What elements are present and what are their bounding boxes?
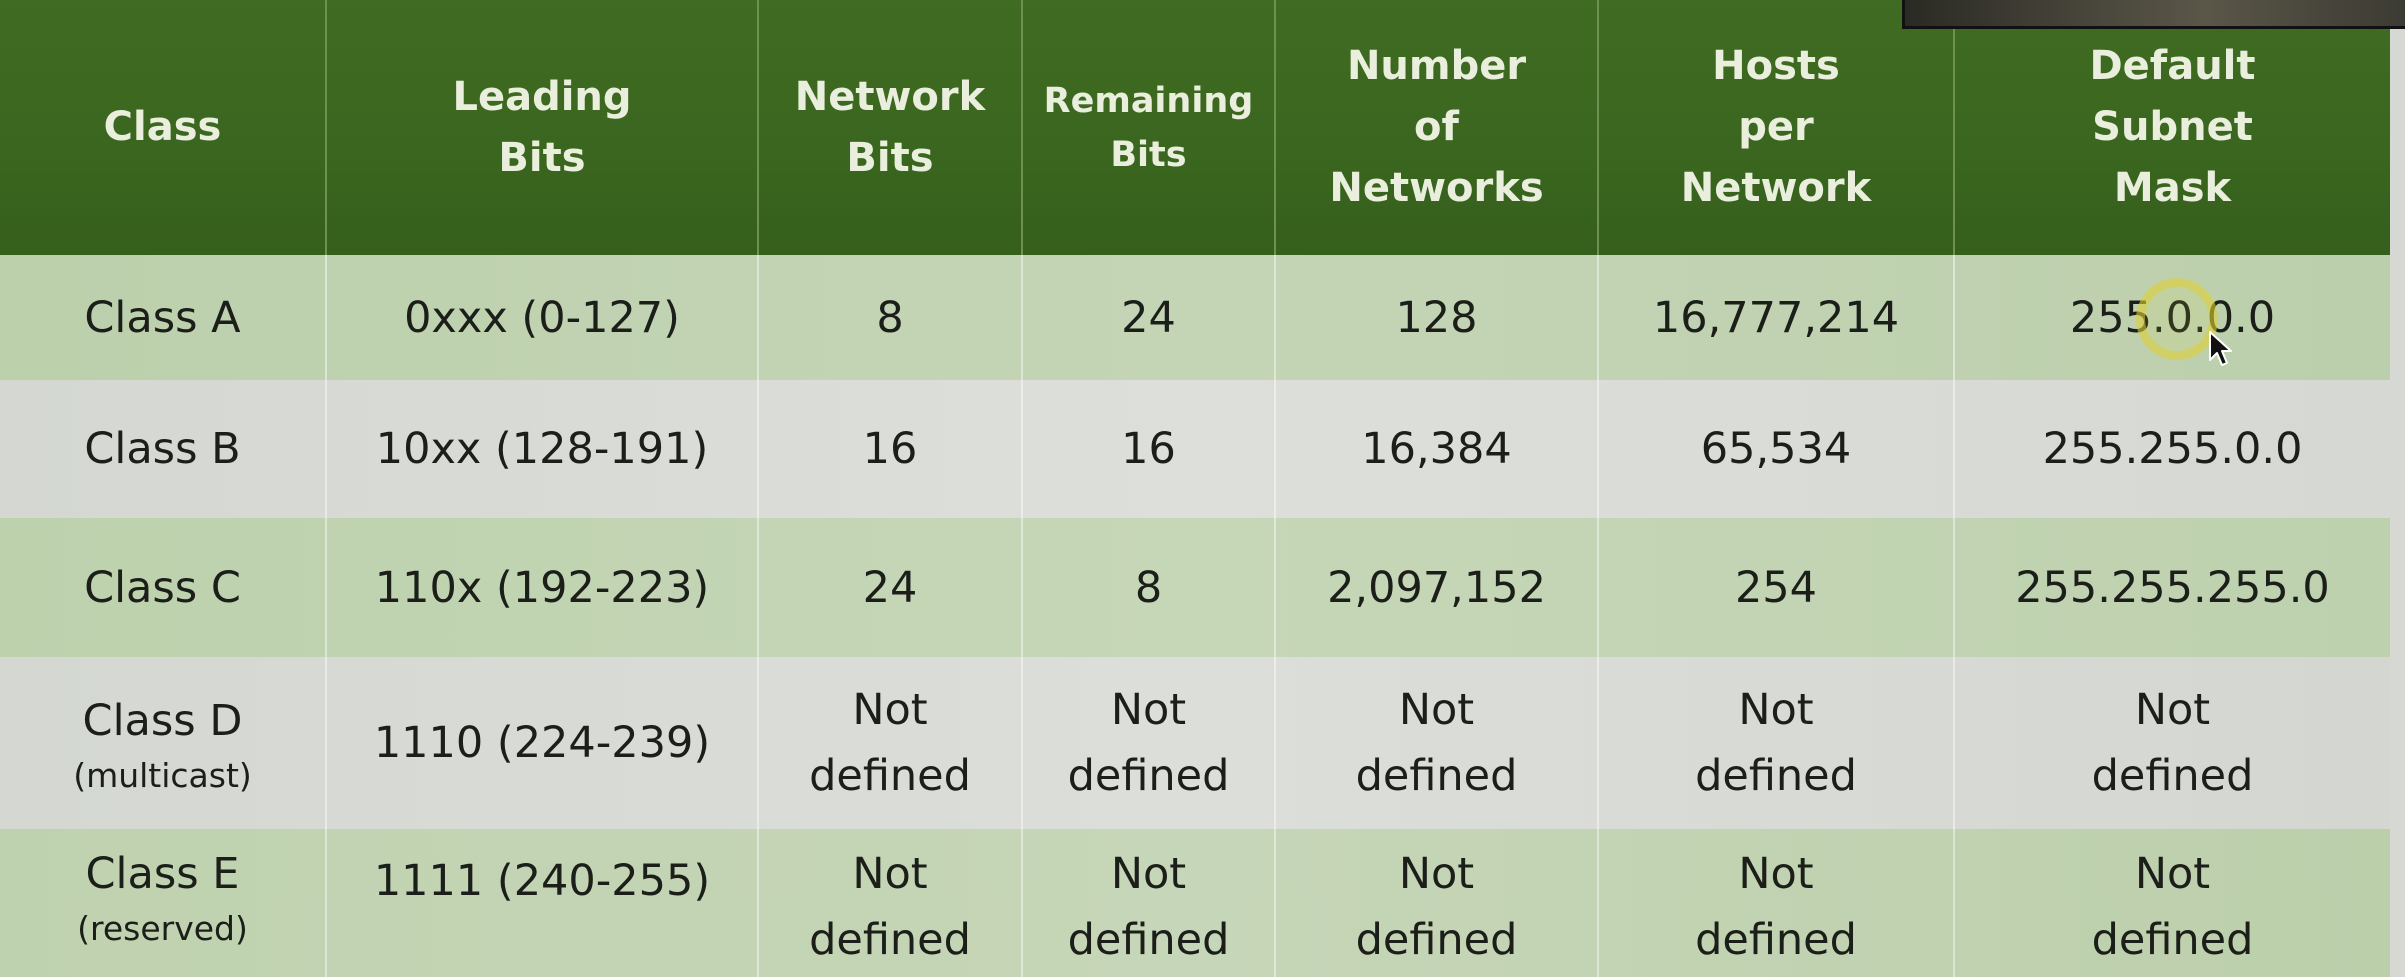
- network-bits: 24: [757, 518, 1022, 657]
- hosts-per-network: 254: [1597, 518, 1954, 657]
- default-subnet-mask: Not defined: [1953, 829, 2390, 977]
- number-of-networks: 128: [1274, 255, 1598, 380]
- header-remaining-bits: Remaining Bits: [1021, 0, 1275, 255]
- header-hosts-per-network: Hosts per Network: [1597, 0, 1954, 255]
- hosts-per-network: 65,534: [1597, 380, 1954, 518]
- header-default-subnet-mask: Default Subnet Mask: [1953, 0, 2390, 255]
- network-bits: 16: [757, 380, 1022, 518]
- header-number-of-networks: Number of Networks: [1274, 0, 1598, 255]
- class-name: Class D: [82, 696, 243, 746]
- header-leading-bits: Leading Bits: [325, 0, 758, 255]
- table-row: Class D (multicast) 1110 (224-239) Not d…: [0, 657, 2390, 829]
- class-name: Class B: [84, 424, 241, 474]
- default-subnet-mask: Not defined: [1953, 657, 2390, 829]
- remaining-bits: 24: [1021, 255, 1275, 380]
- table-row: Class E (reserved) 1111 (240-255) Not de…: [0, 829, 2390, 977]
- leading-bits: 1110 (224-239): [325, 657, 758, 829]
- table-row: Class A 0xxx (0-127) 8 24 128 16,777,214…: [0, 255, 2390, 380]
- network-bits: Not defined: [757, 657, 1022, 829]
- remaining-bits: Not defined: [1021, 657, 1275, 829]
- number-of-networks: 2,097,152: [1274, 518, 1598, 657]
- network-bits: Not defined: [757, 829, 1022, 977]
- network-bits: 8: [757, 255, 1022, 380]
- leading-bits: 0xxx (0-127): [325, 255, 758, 380]
- hosts-per-network: Not defined: [1597, 829, 1954, 977]
- default-subnet-mask: 255.255.255.0: [1953, 518, 2390, 657]
- hosts-per-network: Not defined: [1597, 657, 1954, 829]
- table-row: Class C 110x (192-223) 24 8 2,097,152 25…: [0, 518, 2390, 657]
- hosts-per-network: 16,777,214: [1597, 255, 1954, 380]
- cursor-highlight: [2136, 278, 2218, 360]
- class-name: Class C: [84, 562, 241, 613]
- table-header-row: Class Leading Bits Network Bits Remainin…: [0, 0, 2390, 255]
- header-network-bits: Network Bits: [757, 0, 1022, 255]
- number-of-networks: Not defined: [1274, 657, 1598, 829]
- remaining-bits: Not defined: [1021, 829, 1275, 977]
- remaining-bits: 8: [1021, 518, 1275, 657]
- webcam-overlay: [1902, 0, 2405, 29]
- class-cell: Class E (reserved): [0, 829, 326, 977]
- mouse-pointer-icon: [2209, 331, 2232, 366]
- header-class: Class: [0, 0, 326, 255]
- class-note: (multicast): [73, 756, 252, 795]
- table-row: Class B 10xx (128-191) 16 16 16,384 65,5…: [0, 380, 2390, 518]
- leading-bits: 110x (192-223): [325, 518, 758, 657]
- class-note: (reserved): [77, 909, 248, 948]
- class-name: Class E: [85, 849, 240, 899]
- leading-bits: 10xx (128-191): [325, 380, 758, 518]
- class-name: Class A: [84, 292, 241, 343]
- number-of-networks: 16,384: [1274, 380, 1598, 518]
- class-cell: Class D (multicast): [0, 657, 326, 829]
- default-subnet-mask: 255.255.0.0: [1953, 380, 2390, 518]
- number-of-networks: Not defined: [1274, 829, 1598, 977]
- remaining-bits: 16: [1021, 380, 1275, 518]
- leading-bits: 1111 (240-255): [325, 829, 758, 977]
